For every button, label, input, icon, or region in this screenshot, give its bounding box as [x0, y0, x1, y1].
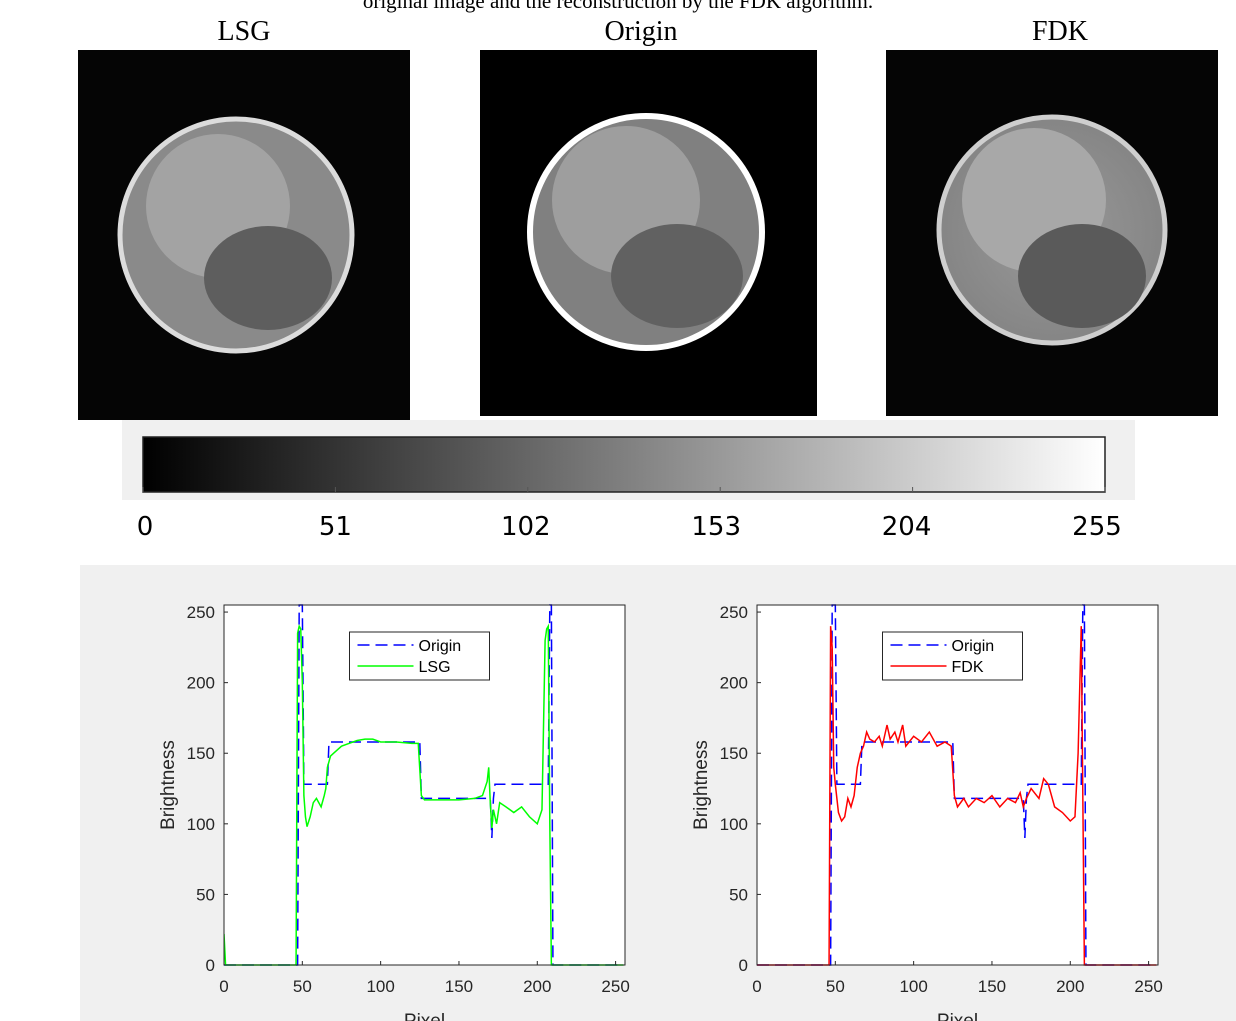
panel-label: LSG — [218, 16, 271, 47]
colorbar-tick-label: 102 — [501, 512, 551, 542]
x-tick-label: 150 — [445, 977, 473, 996]
x-axis-label: Pixel — [937, 1011, 978, 1021]
x-tick-label: 0 — [752, 977, 761, 996]
colorbar-tick-label: 255 — [1072, 512, 1122, 542]
y-tick-label: 250 — [187, 603, 215, 622]
x-tick-label: 250 — [1134, 977, 1162, 996]
x-tick-label: 200 — [1056, 977, 1084, 996]
legend-label: LSG — [419, 659, 451, 676]
x-tick-label: 0 — [219, 977, 228, 996]
panel-label: Origin — [604, 16, 677, 47]
figure: original image and the reconstruction by… — [0, 0, 1236, 1021]
y-axis-label: Brightness — [691, 740, 712, 830]
y-tick-label: 250 — [720, 603, 748, 622]
y-tick-label: 150 — [187, 744, 215, 763]
y-tick-label: 0 — [739, 956, 748, 975]
panel-label: FDK — [1032, 16, 1088, 47]
colorbar-tick-label: 51 — [319, 512, 352, 542]
colorbar-tick-label: 204 — [882, 512, 932, 542]
y-tick-label: 100 — [720, 815, 748, 834]
origin-image — [480, 50, 817, 416]
x-tick-label: 100 — [899, 977, 927, 996]
x-tick-label: 50 — [293, 977, 312, 996]
legend-label: FDK — [952, 659, 984, 676]
x-tick-label: 150 — [978, 977, 1006, 996]
y-tick-label: 50 — [729, 885, 748, 904]
y-tick-label: 0 — [206, 956, 215, 975]
y-tick-label: 200 — [720, 674, 748, 693]
x-tick-label: 50 — [826, 977, 845, 996]
y-tick-label: 200 — [187, 674, 215, 693]
lsg-image — [78, 50, 410, 420]
colorbar — [143, 437, 1105, 492]
x-tick-label: 100 — [366, 977, 394, 996]
legend-label: Origin — [419, 638, 462, 655]
colorbar-tick-label: 153 — [691, 512, 741, 542]
y-tick-label: 50 — [196, 885, 215, 904]
caption: original image and the reconstruction by… — [363, 0, 873, 13]
y-tick-label: 150 — [720, 744, 748, 763]
y-tick-label: 100 — [187, 815, 215, 834]
fdk-image — [886, 50, 1218, 416]
x-tick-label: 250 — [601, 977, 629, 996]
legend-label: Origin — [952, 638, 995, 655]
x-tick-label: 200 — [523, 977, 551, 996]
y-axis-label: Brightness — [158, 740, 179, 830]
colorbar-tick-label: 0 — [137, 512, 154, 542]
x-axis-label: Pixel — [404, 1011, 445, 1021]
